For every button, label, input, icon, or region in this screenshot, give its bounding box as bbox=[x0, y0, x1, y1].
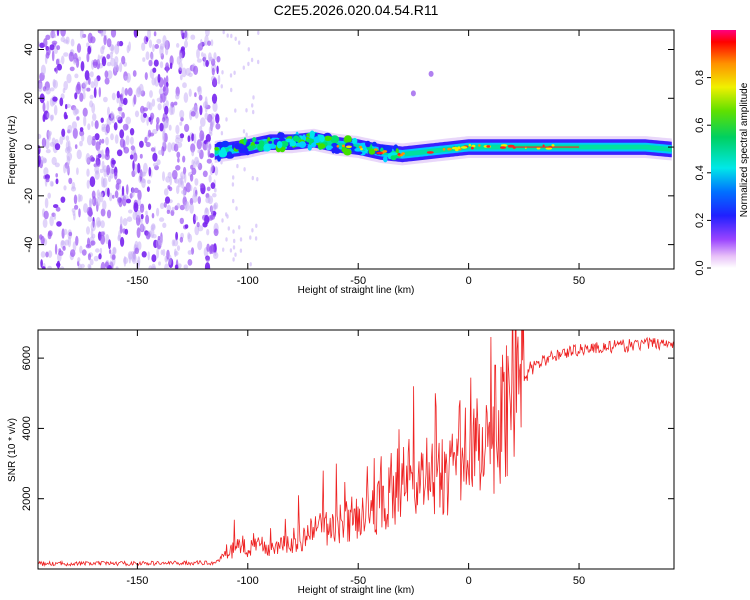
noise-speckle bbox=[38, 30, 260, 269]
snr-x-tick-label: 50 bbox=[573, 575, 585, 587]
colorbar-tick-label: 0.8 bbox=[694, 70, 706, 85]
spectrogram-y-axis-label: Frequency (Hz) bbox=[7, 116, 18, 185]
snr-frame bbox=[37, 329, 675, 570]
snr-x-tick-label: -50 bbox=[350, 575, 366, 587]
colorbar: 0.0 0.2 0.4 0.6 0.8 Normalized spectral ampl… bbox=[694, 30, 750, 276]
figure-title: C2E5.2026.020.04.54.R11 bbox=[274, 2, 439, 18]
spectrogram-x-tick-label: -50 bbox=[350, 275, 366, 287]
spectrogram-panel: -150 -100 -50 0 50 -40 -20 0 20 40 Height of stra… bbox=[7, 29, 675, 296]
colorbar-label: Normalized spectral amplitude bbox=[739, 82, 750, 217]
snr-y-tick-label: 4000 bbox=[21, 416, 33, 440]
colorbar-tick-label: 0.4 bbox=[694, 165, 706, 180]
spectrogram-y-tick-label: 20 bbox=[23, 92, 35, 104]
spectrogram-x-tick-label: -100 bbox=[237, 275, 259, 287]
spectrogram-y-tick-label: 0 bbox=[23, 144, 35, 150]
snr-plot-area bbox=[38, 330, 674, 567]
snr-y-tick-label: 6000 bbox=[21, 346, 33, 370]
spectrogram-x-tick-label: 0 bbox=[466, 275, 472, 287]
snr-x-tick-label: -150 bbox=[126, 575, 148, 587]
colorbar-tick-label: 0.2 bbox=[694, 213, 706, 228]
spectrogram-y-tick-label: -40 bbox=[23, 237, 35, 253]
snr-panel: -150 -100 -50 0 50 2000 4000 6000 Height of str… bbox=[7, 329, 675, 596]
spectrogram-x-axis-label: Height of straight line (km) bbox=[298, 285, 415, 296]
spectrogram-plot-area bbox=[38, 30, 672, 269]
signal-band bbox=[214, 128, 672, 166]
isolated-point bbox=[428, 70, 434, 77]
spectrogram-axes: -150 -100 -50 0 50 -40 -20 0 20 40 bbox=[23, 30, 674, 287]
snr-y-axis-label: SNR (10 * v/v) bbox=[7, 418, 18, 482]
snr-x-axis-label: Height of straight line (km) bbox=[298, 585, 415, 596]
spectrogram-x-tick-label: -150 bbox=[126, 275, 148, 287]
spectrogram-frame bbox=[37, 29, 675, 270]
spectrogram-y-tick-label: 40 bbox=[23, 43, 35, 55]
snr-axes: -150 -100 -50 0 50 2000 4000 6000 bbox=[21, 330, 674, 587]
spectrogram-y-tick-label: -20 bbox=[23, 188, 35, 204]
snr-series-line bbox=[38, 330, 674, 567]
colorbar-gradient bbox=[711, 30, 736, 268]
colorbar-ticks: 0.0 0.2 0.4 0.6 0.8 bbox=[694, 70, 711, 276]
snr-x-tick-label: 0 bbox=[466, 575, 472, 587]
colorbar-tick-label: 0.6 bbox=[694, 118, 706, 133]
isolated-point bbox=[410, 90, 416, 97]
spectrogram-x-tick-label: 50 bbox=[573, 275, 585, 287]
colorbar-tick-label: 0.0 bbox=[694, 260, 706, 275]
snr-y-tick-label: 2000 bbox=[21, 486, 33, 510]
snr-x-tick-label: -100 bbox=[237, 575, 259, 587]
